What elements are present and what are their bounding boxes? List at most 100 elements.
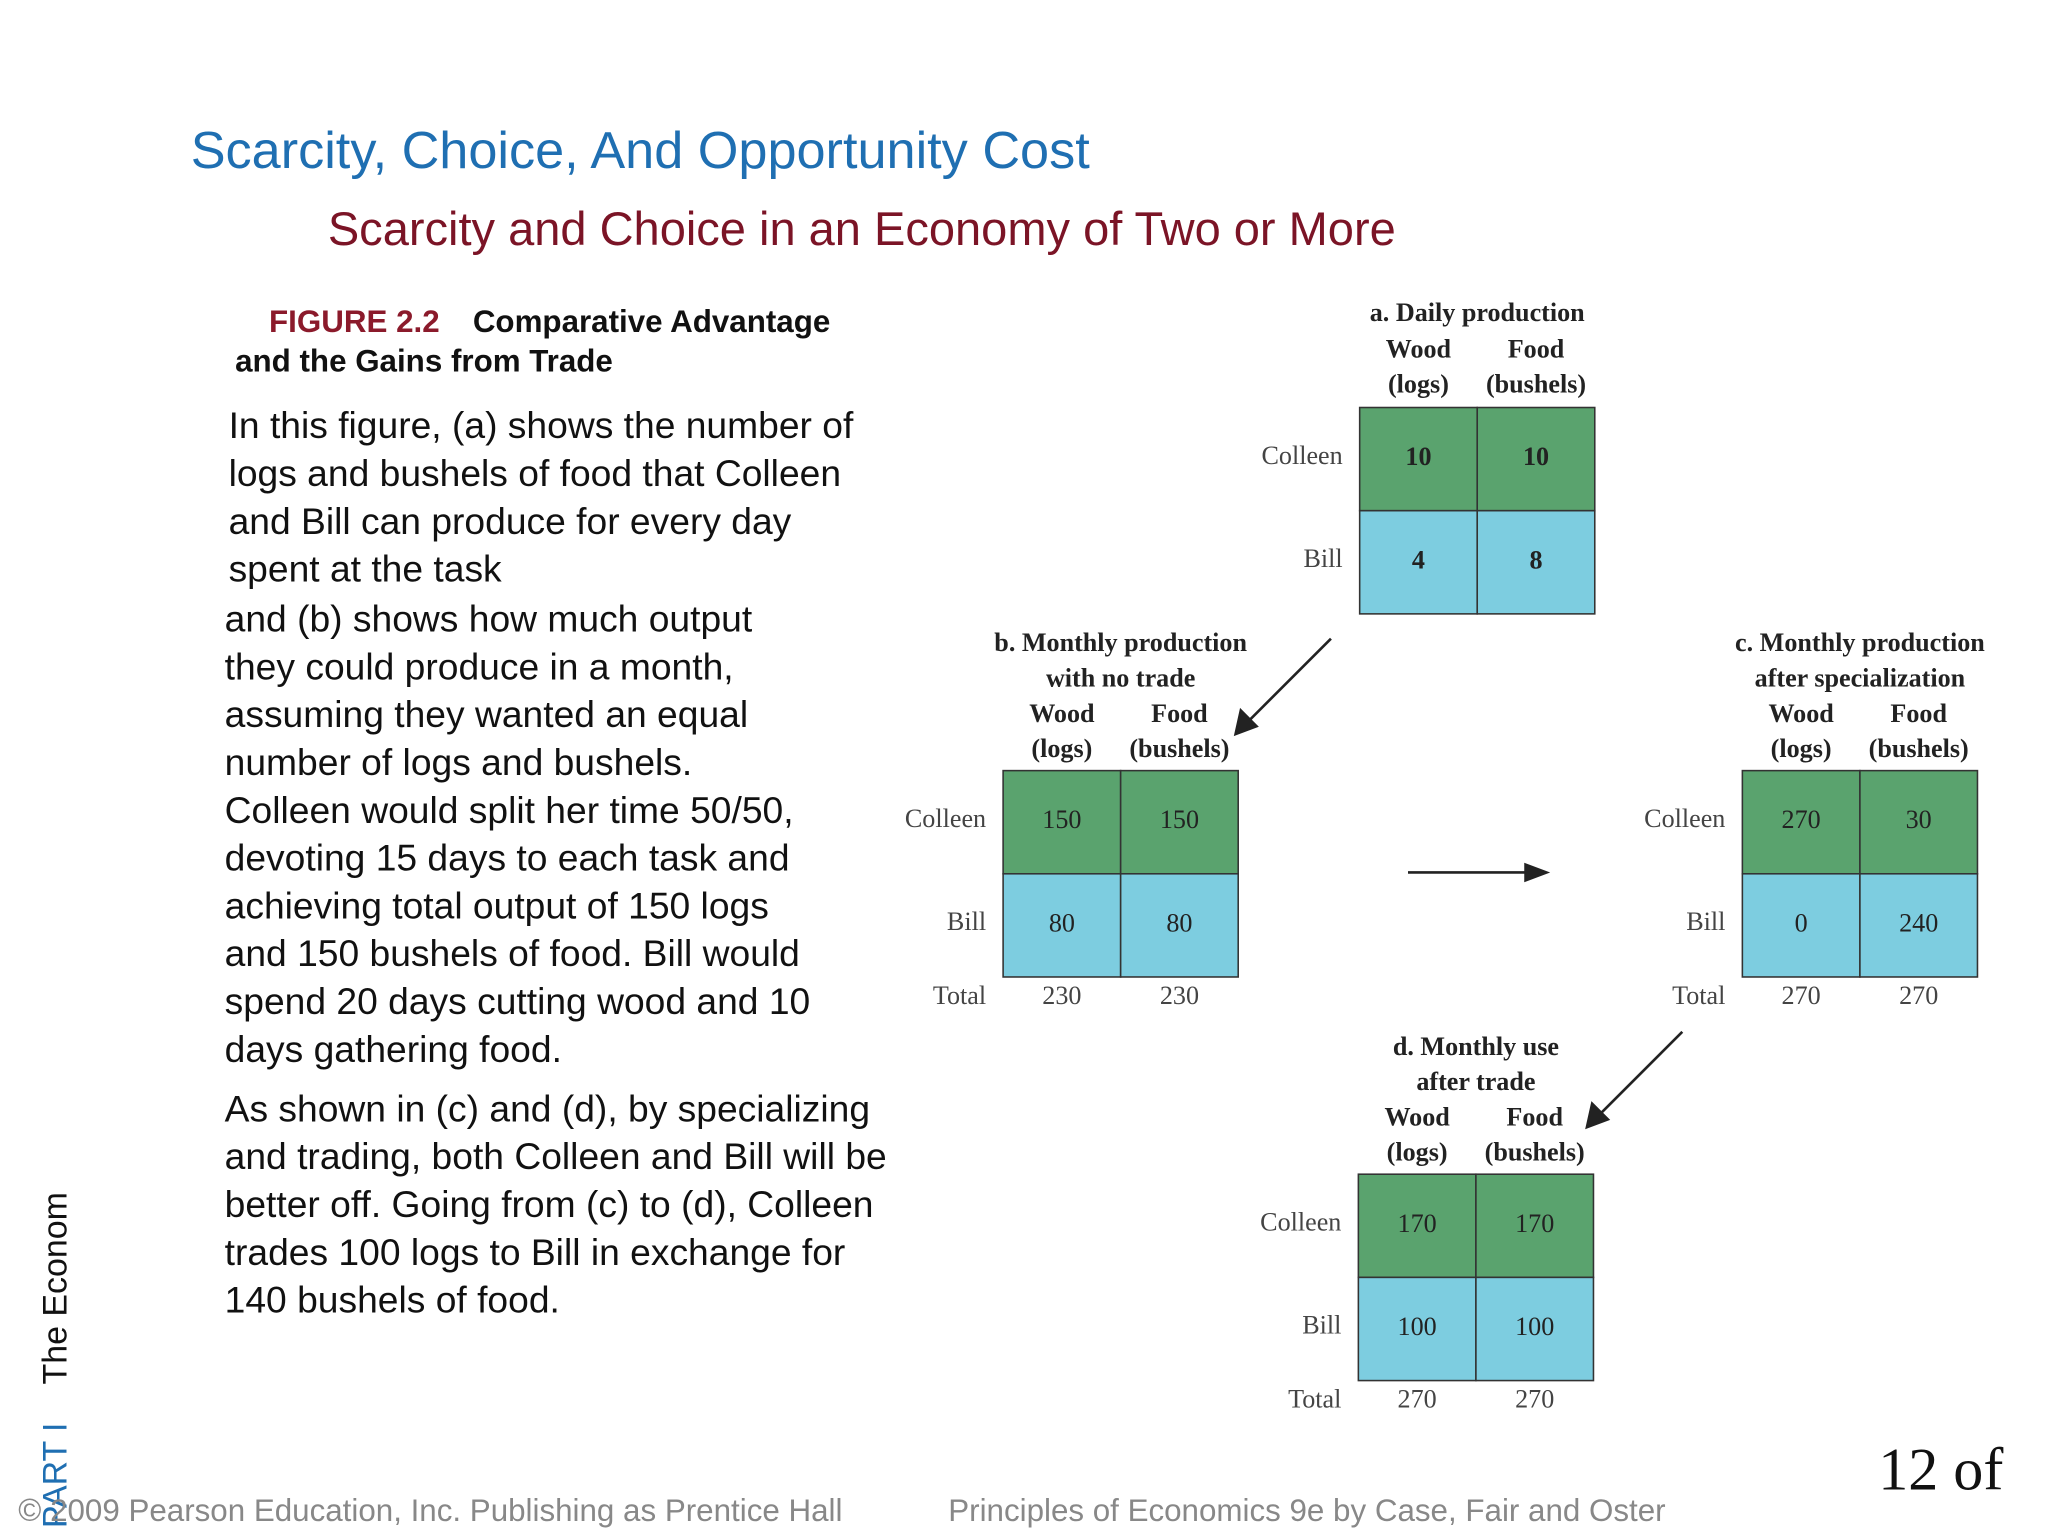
column-header: (logs) — [1387, 1138, 1448, 1167]
cell-value: 270 — [1782, 805, 1821, 834]
paragraph-line: better off. Going from (c) to (d), Colle… — [225, 1183, 874, 1225]
row-label: Bill — [947, 907, 986, 936]
column-header: (logs) — [1771, 734, 1832, 763]
figure-caption: Comparative Advantage — [473, 304, 830, 339]
table-cell — [1476, 406, 1596, 512]
column-header: (bushels) — [1485, 1138, 1585, 1167]
paragraph-line: trades 100 logs to Bill in exchange for — [225, 1231, 846, 1273]
paragraph-line: and Bill can produce for every day — [229, 500, 792, 542]
cell-value: 240 — [1899, 908, 1938, 937]
table-cell — [1475, 1276, 1595, 1382]
table-title: c. Monthly production — [1735, 628, 1985, 657]
total-value: 270 — [1515, 1384, 1554, 1413]
cell-value: 100 — [1398, 1312, 1437, 1341]
cell-value: 150 — [1042, 805, 1081, 834]
column-header: Wood — [1384, 1102, 1450, 1131]
table-cell — [1476, 509, 1596, 615]
arrowhead — [1524, 862, 1551, 883]
cell-value: 30 — [1906, 805, 1932, 834]
row-label: Colleen — [905, 804, 986, 833]
paragraph-line: achieving total output of 150 logs — [225, 884, 769, 926]
column-header: Wood — [1029, 699, 1095, 728]
total-label: Total — [933, 981, 986, 1010]
table-cell — [1358, 509, 1479, 615]
arrow — [1246, 637, 1332, 724]
paragraph-line: spent at the task — [229, 548, 502, 590]
row-label: Colleen — [1260, 1207, 1341, 1236]
total-value: 270 — [1782, 981, 1821, 1010]
table-cell — [1119, 873, 1239, 978]
paragraph-line: In this figure, (a) shows the number of — [229, 404, 854, 446]
column-header: Food — [1890, 699, 1947, 728]
total-label: Total — [1672, 981, 1725, 1010]
paragraph-line: spend 20 days cutting wood and 10 — [225, 980, 811, 1022]
figure-label: FIGURE 2.2 — [269, 304, 440, 339]
total-value: 270 — [1899, 981, 1938, 1010]
paragraph-line: and trading, both Colleen and Bill will … — [225, 1135, 887, 1177]
paragraph-line: devoting 15 days to each task and — [225, 837, 790, 879]
paragraph-line: 140 bushels of food. — [225, 1279, 560, 1321]
title: Scarcity, Choice, And Opportunity Cost — [191, 122, 1091, 180]
cell-value: 100 — [1515, 1312, 1554, 1341]
column-header: Food — [1508, 334, 1565, 363]
column-header: Food — [1151, 699, 1208, 728]
table-title: b. Monthly production — [994, 628, 1247, 657]
footer: © 2009 Pearson Education, Inc. Publishin… — [18, 1493, 842, 1528]
cell-value: 170 — [1515, 1209, 1554, 1238]
paragraph-line: As shown in (c) and (d), by specializing — [225, 1087, 870, 1129]
paragraph-line: they could produce in a month, — [225, 645, 734, 687]
arrow — [1597, 1030, 1684, 1117]
side-title: The Econom — [36, 1192, 74, 1384]
paragraph-line: and (b) shows how much output — [225, 598, 753, 640]
table-cell — [1357, 1173, 1477, 1279]
table-cell — [1859, 769, 1979, 875]
table-cell — [1475, 1173, 1595, 1279]
table-title: d. Monthly use — [1393, 1032, 1559, 1061]
column-header: Food — [1506, 1102, 1563, 1131]
column-header: Wood — [1768, 699, 1834, 728]
total-value: 230 — [1042, 981, 1081, 1010]
table-cell — [1119, 769, 1239, 875]
paragraph-line: assuming they wanted an equal — [225, 693, 748, 735]
table-cell — [1002, 873, 1122, 978]
total-label: Total — [1288, 1384, 1341, 1413]
cell-value: 150 — [1160, 805, 1199, 834]
column-header: Wood — [1386, 334, 1452, 363]
arrows — [1233, 637, 1684, 1130]
cell-value: 8 — [1529, 545, 1542, 574]
table-cell — [1357, 1276, 1477, 1382]
table-title: after specialization — [1755, 663, 1966, 692]
cell-value: 4 — [1412, 545, 1425, 574]
cell-value: 0 — [1795, 908, 1808, 937]
book-credit: Principles of Economics 9e by Case, Fair… — [948, 1493, 1665, 1528]
row-label: Colleen — [1644, 804, 1725, 833]
column-header: (logs) — [1388, 370, 1449, 399]
cell-value: 10 — [1523, 442, 1549, 471]
cell-value: 170 — [1398, 1209, 1437, 1238]
row-label: Bill — [1302, 1311, 1341, 1340]
total-value: 270 — [1398, 1384, 1437, 1413]
table-cell — [1358, 406, 1479, 512]
column-header: (bushels) — [1486, 370, 1586, 399]
side-part: PART I — [36, 1423, 74, 1529]
arrowhead — [1585, 1101, 1611, 1130]
table-title: a. Daily production — [1370, 298, 1585, 327]
row-label: Bill — [1686, 907, 1725, 936]
paragraph-line: and 150 bushels of food. Bill would — [225, 932, 800, 974]
arrowhead — [1233, 707, 1259, 737]
table-cell — [1741, 873, 1861, 978]
table-cell — [1859, 873, 1979, 978]
row-label: Bill — [1304, 544, 1343, 573]
cell-value: 80 — [1049, 908, 1075, 937]
column-header: (logs) — [1031, 734, 1092, 763]
page-number: 12 of — [1878, 1436, 2003, 1503]
row-label: Colleen — [1261, 441, 1342, 470]
subtitle: Scarcity and Choice in an Economy of Two… — [328, 202, 1396, 255]
column-header: (bushels) — [1129, 734, 1229, 763]
figure-caption: and the Gains from Trade — [235, 343, 613, 378]
paragraph-line: Colleen would split her time 50/50, — [225, 789, 794, 831]
table-cell — [1741, 769, 1861, 875]
paragraph-line: logs and bushels of food that Colleen — [229, 452, 841, 494]
